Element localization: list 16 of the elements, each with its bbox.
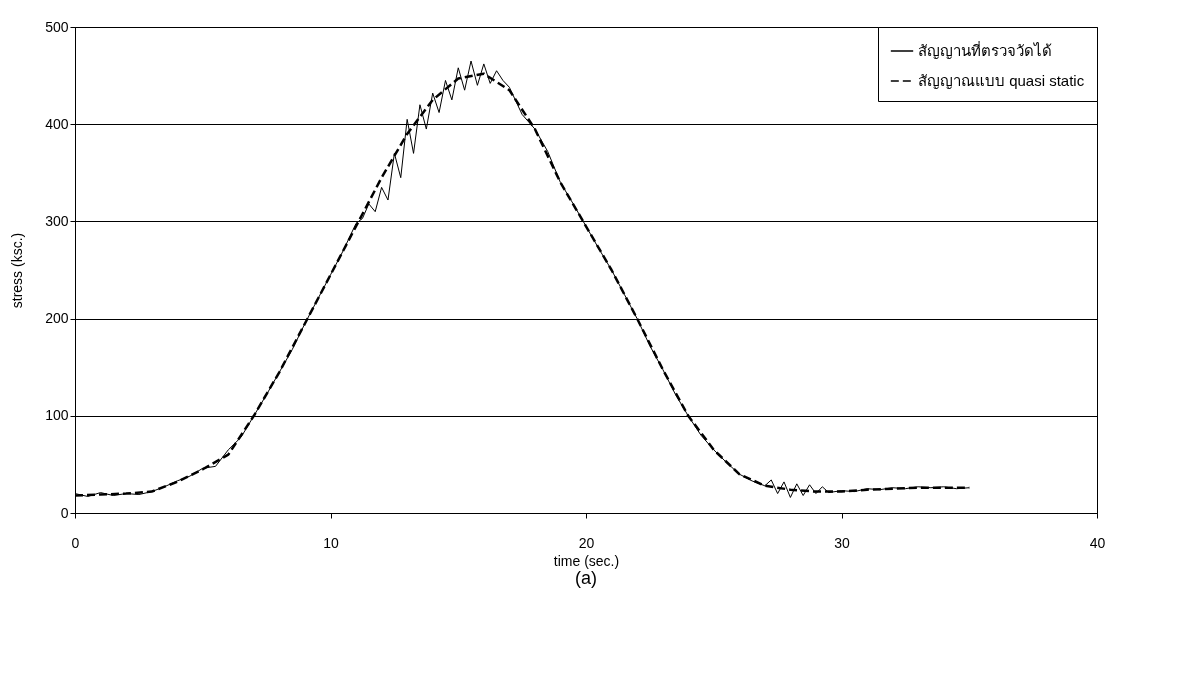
text: (a) [575,568,597,588]
y-axis-title: stress (ksc.) [9,232,26,309]
x-tick-label: 20 [578,534,595,551]
y-tick-label: 0 [60,504,69,521]
x-tick-label: 30 [834,534,850,551]
y-tick-label: 300 [45,212,69,229]
legend-label: สัญญาณแบบ quasi static [918,72,1085,89]
y-tick-label: 500 [45,18,69,35]
x-tick-label: 10 [323,534,339,551]
x-tick-label: 0 [71,534,80,551]
y-tick-label: 400 [45,115,69,132]
legend-label: สัญญานที่ตรวจวัดได้ [918,40,1052,59]
x-tick-label: 40 [1089,534,1106,551]
x-axis-title: time (sec.) [553,552,620,569]
y-tick-label: 200 [45,310,69,327]
y-tick-label: 100 [45,407,69,424]
